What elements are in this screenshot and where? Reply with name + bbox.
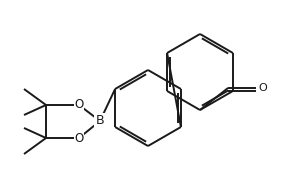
Text: B: B (96, 114, 104, 127)
Text: O: O (258, 83, 267, 93)
Text: O: O (74, 132, 84, 145)
Text: O: O (74, 98, 84, 111)
